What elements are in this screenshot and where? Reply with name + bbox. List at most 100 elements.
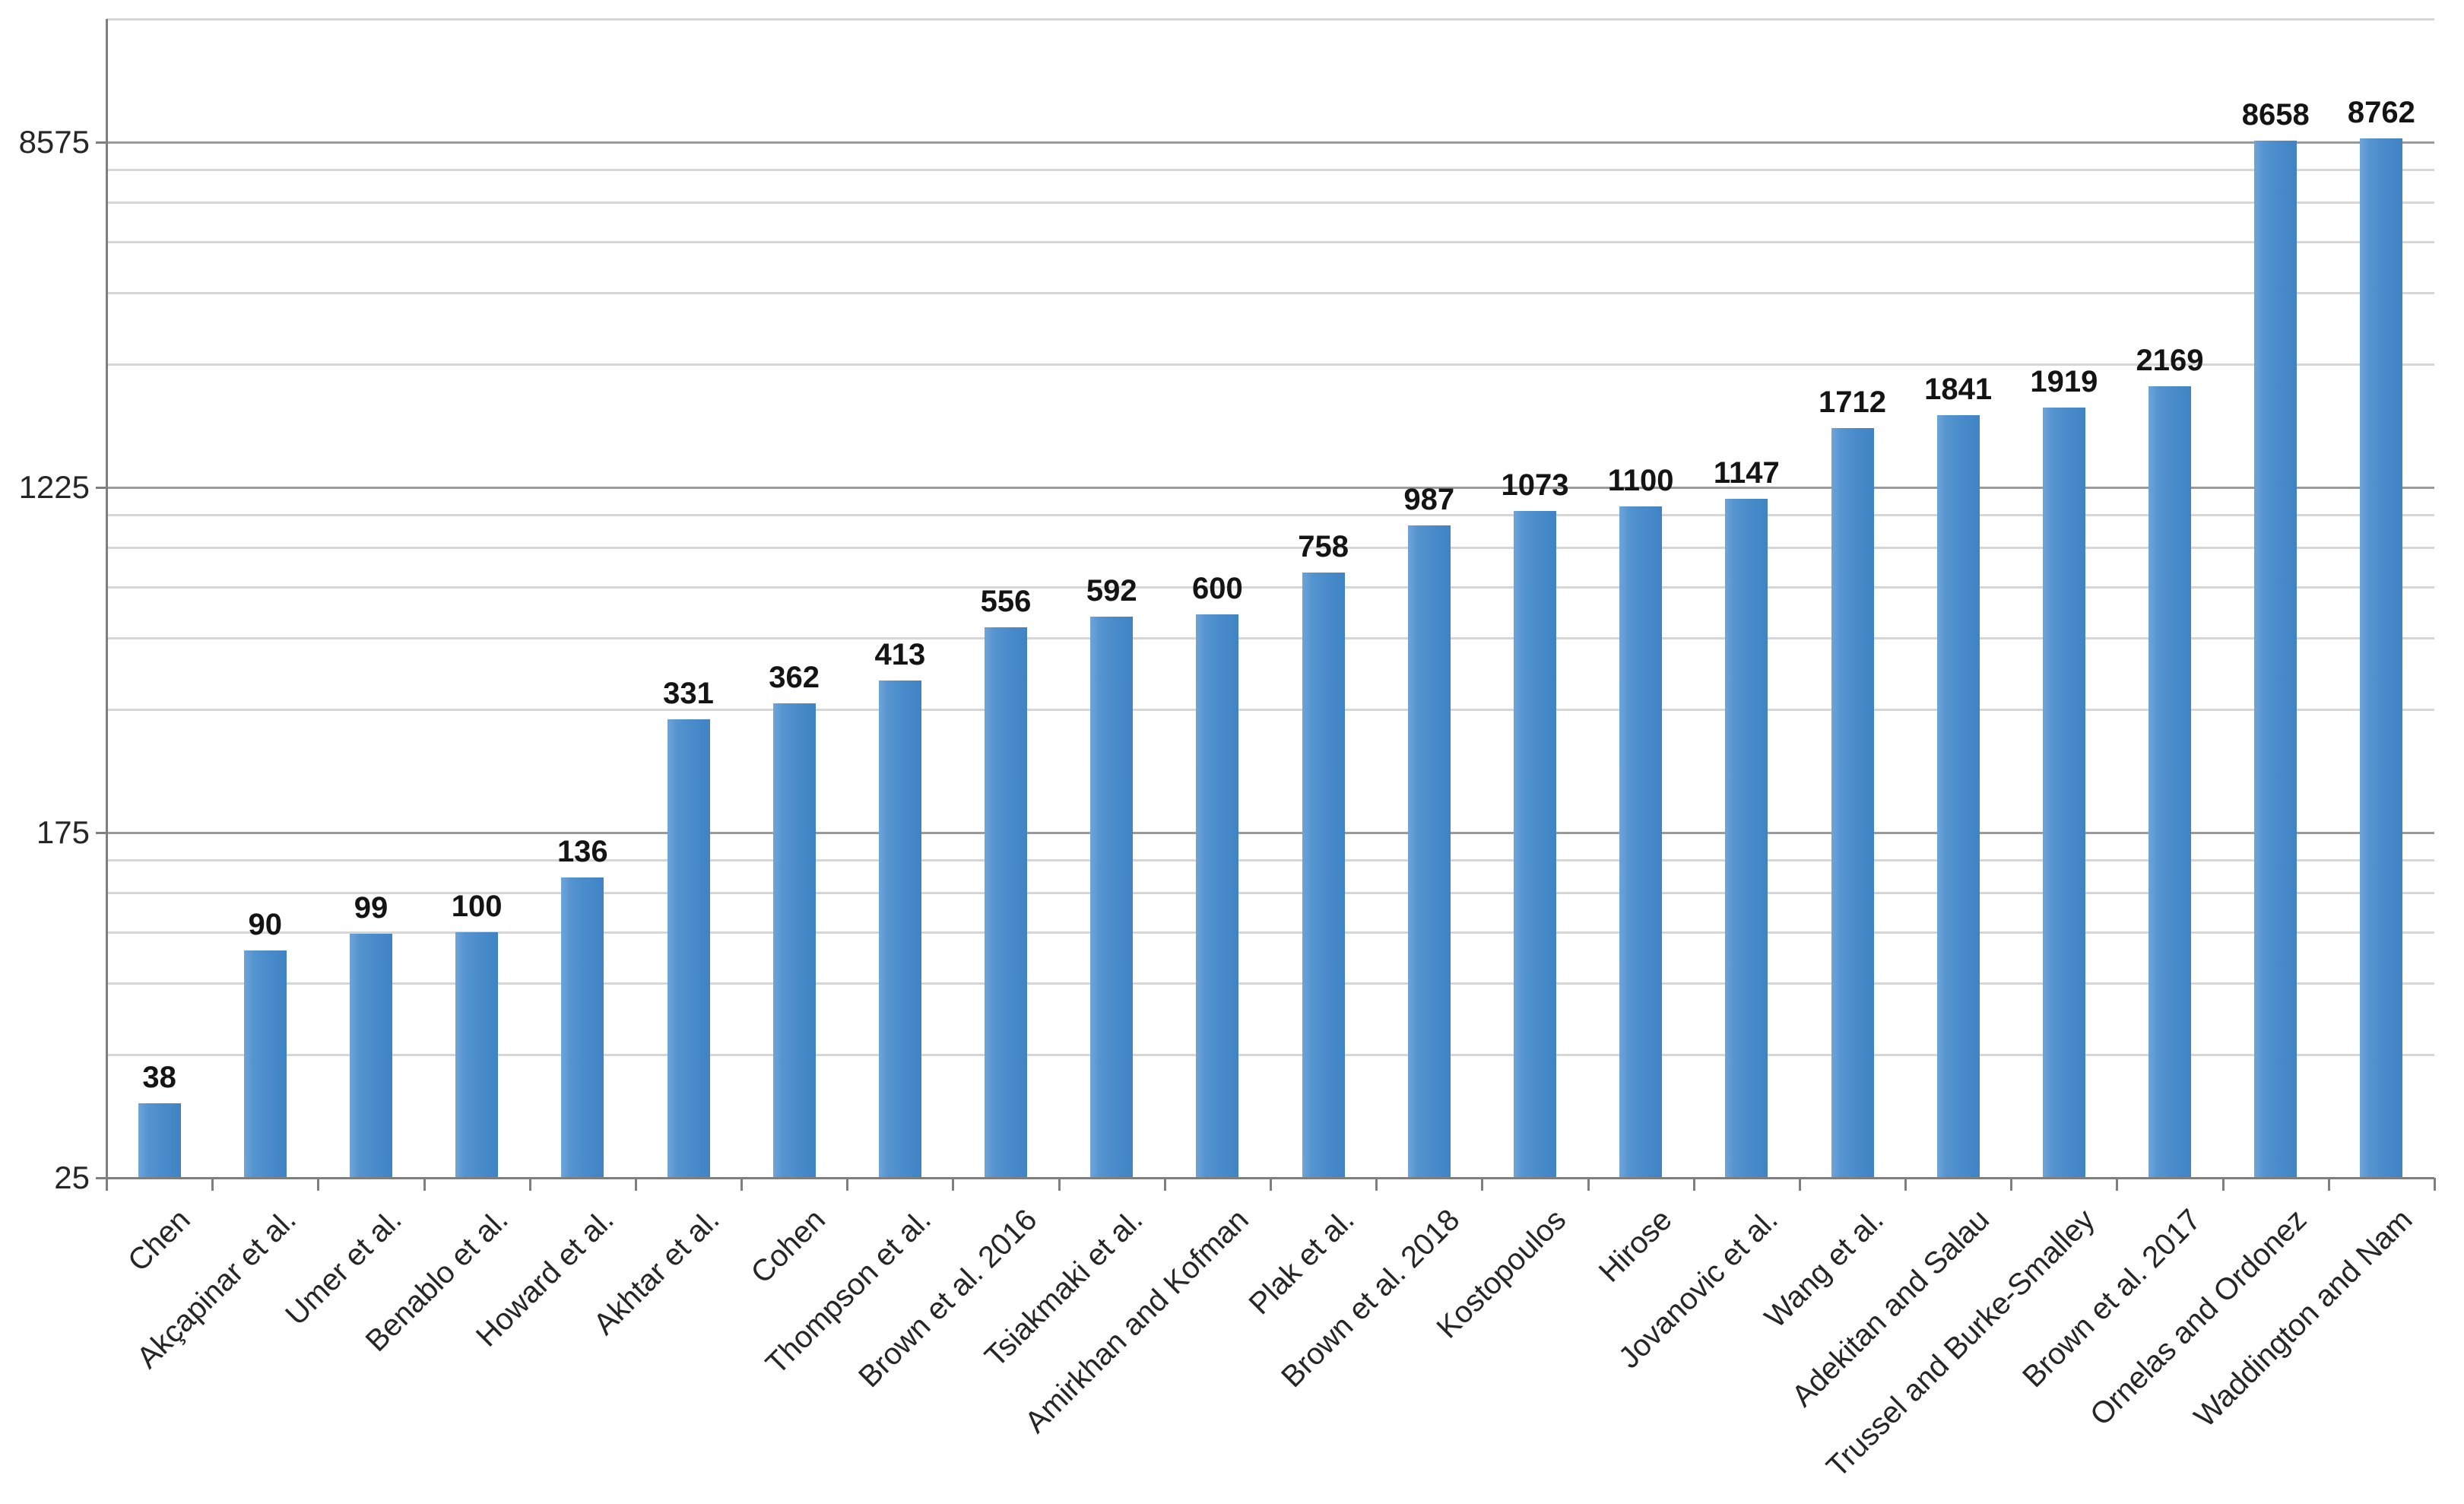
x-tick — [1375, 1178, 1378, 1191]
bar-value-label: 99 — [354, 890, 388, 925]
x-tick — [1904, 1178, 1907, 1191]
bar — [772, 703, 816, 1178]
bar — [667, 719, 710, 1178]
bar-value-label: 331 — [663, 677, 714, 711]
bar — [1936, 414, 1980, 1178]
x-tick — [1587, 1178, 1590, 1191]
minor-gridline — [106, 636, 2434, 639]
x-tick — [1163, 1178, 1166, 1191]
x-axis-category-label: Hirose — [1592, 1203, 1679, 1289]
y-tick — [96, 832, 106, 834]
x-tick — [2221, 1178, 2225, 1191]
x-axis-category-label: Waddington and Nam — [2187, 1203, 2419, 1434]
y-axis-tick-label: 1225 — [18, 469, 90, 505]
major-gridline — [106, 487, 2434, 489]
x-tick — [528, 1178, 531, 1191]
bar-value-label: 1147 — [1713, 456, 1780, 490]
x-axis-category-label: Brown et al. 2017 — [2015, 1203, 2208, 1395]
bar — [2042, 408, 2085, 1178]
bar-value-label: 1712 — [1819, 385, 1886, 419]
x-axis-category-label: Brown et al. 2016 — [851, 1203, 1044, 1395]
minor-gridline — [106, 709, 2434, 712]
bar — [878, 680, 921, 1178]
bar-value-label: 592 — [1086, 573, 1137, 608]
x-axis-line — [96, 1177, 2434, 1179]
minor-gridline — [106, 585, 2434, 589]
bar — [1619, 506, 1663, 1178]
minor-gridline — [106, 982, 2434, 985]
minor-gridline — [106, 513, 2434, 516]
minor-gridline — [106, 363, 2434, 366]
x-tick — [211, 1178, 214, 1191]
bar — [561, 877, 604, 1178]
bar — [1090, 616, 1134, 1178]
minor-gridline — [106, 291, 2434, 294]
bar-value-label: 100 — [451, 889, 503, 923]
x-tick — [2434, 1178, 2436, 1191]
minor-gridline — [106, 858, 2434, 861]
x-axis-category-label: Adekitan and Salau — [1785, 1203, 1996, 1414]
bar — [2148, 386, 2192, 1178]
bar-value-label: 758 — [1298, 529, 1349, 563]
x-tick — [1270, 1178, 1272, 1191]
bar-value-label: 38 — [142, 1061, 176, 1095]
major-gridline — [106, 141, 2434, 144]
minor-gridline — [106, 201, 2434, 204]
x-tick — [423, 1178, 426, 1191]
x-tick — [740, 1178, 744, 1191]
bar — [1407, 525, 1451, 1178]
bar-value-label: 600 — [1192, 571, 1243, 605]
x-tick — [846, 1178, 849, 1191]
minor-gridline — [106, 168, 2434, 171]
x-tick — [1798, 1178, 1801, 1191]
x-tick — [317, 1178, 320, 1191]
bar-value-label: 8762 — [2347, 95, 2415, 129]
bar-value-label: 90 — [248, 908, 283, 942]
bar-value-label: 2169 — [2136, 343, 2204, 377]
y-axis-tick-label: 175 — [36, 814, 90, 850]
bar — [985, 627, 1028, 1178]
x-tick — [1058, 1178, 1061, 1191]
bar-value-label: 1073 — [1501, 468, 1569, 502]
y-axis-tick-label: 25 — [54, 1160, 90, 1195]
minor-gridline — [106, 1054, 2434, 1057]
x-axis-category-label: Brown et al. 2018 — [1275, 1203, 1467, 1395]
bar-value-label: 413 — [874, 637, 926, 671]
bar — [1513, 510, 1556, 1178]
minor-gridline — [106, 546, 2434, 549]
major-gridline — [106, 832, 2434, 834]
bar — [1831, 427, 1874, 1178]
x-axis-category-label: Cohen — [744, 1203, 832, 1290]
y-tick — [96, 141, 106, 144]
bar-value-label: 136 — [557, 834, 608, 868]
y-axis-tick-label: 8575 — [18, 124, 90, 160]
x-tick — [1481, 1178, 1484, 1191]
bar-value-label: 1100 — [1607, 464, 1674, 498]
y-tick — [96, 487, 106, 489]
bar-value-label: 1919 — [2030, 365, 2098, 399]
bar-value-label: 1841 — [1924, 372, 1993, 406]
bar — [243, 950, 287, 1178]
bar — [1196, 614, 1239, 1178]
x-tick — [2010, 1178, 2013, 1191]
minor-gridline — [106, 240, 2434, 243]
x-axis-category-label: Chen — [121, 1203, 197, 1278]
y-axis-line — [106, 19, 108, 1191]
bar — [455, 931, 499, 1178]
minor-gridline — [106, 18, 2434, 21]
bar-value-label: 8658 — [2241, 97, 2310, 132]
x-tick — [952, 1178, 955, 1191]
bar-value-label: 556 — [980, 585, 1032, 619]
bar-value-label: 987 — [1403, 483, 1455, 517]
bar — [2254, 140, 2298, 1178]
bar — [1302, 572, 1345, 1178]
bar — [1725, 499, 1768, 1178]
minor-gridline — [106, 931, 2434, 934]
bar — [2360, 138, 2403, 1178]
bar — [138, 1103, 181, 1178]
minor-gridline — [106, 891, 2434, 894]
bar — [349, 933, 392, 1178]
x-tick — [2327, 1178, 2330, 1191]
x-tick — [634, 1178, 637, 1191]
